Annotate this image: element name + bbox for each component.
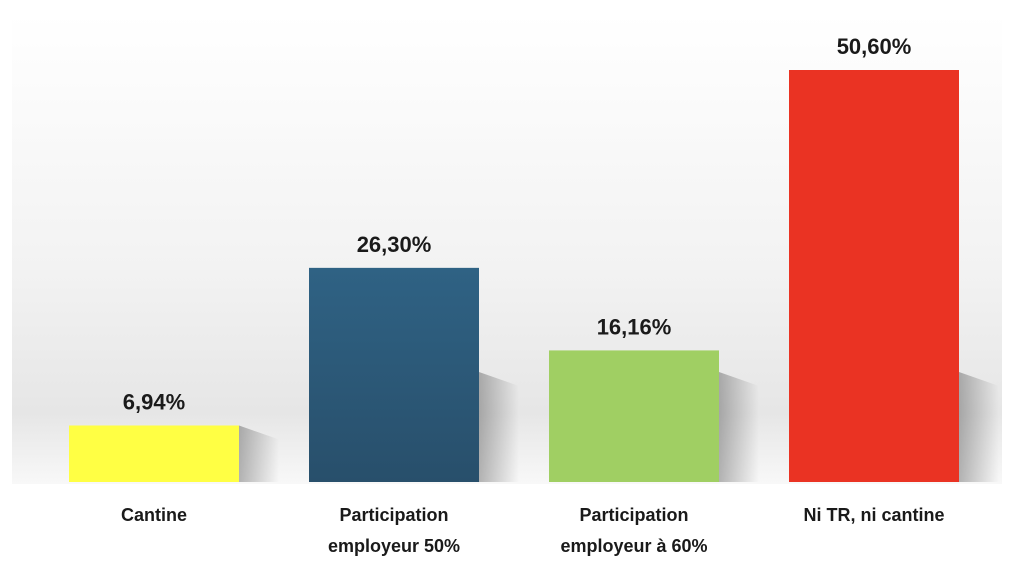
category-label: Participation [339,505,448,525]
bar-shadows [239,372,999,482]
category-label: Ni TR, ni cantine [803,505,944,525]
data-label: 16,16% [597,314,672,339]
bar-shadow [959,372,999,482]
category-label: Participation [579,505,688,525]
data-label: 26,30% [357,232,432,257]
bar-shadow [719,372,759,482]
category-label: employeur à 60% [560,536,707,556]
bar-shadow [239,425,279,482]
category-label: Cantine [121,505,187,525]
data-label: 6,94% [123,389,185,414]
bars [69,70,959,482]
bar [549,350,719,482]
bar [789,70,959,482]
data-labels: 6,94% 26,30% 16,16% 50,60% [123,34,912,414]
bar [309,267,479,482]
bar [69,425,239,482]
category-label: employeur 50% [328,536,460,556]
bar-shadow [479,372,519,482]
data-label: 50,60% [837,34,912,59]
category-labels: Cantine Participation employeur 50% Partici… [121,505,945,556]
